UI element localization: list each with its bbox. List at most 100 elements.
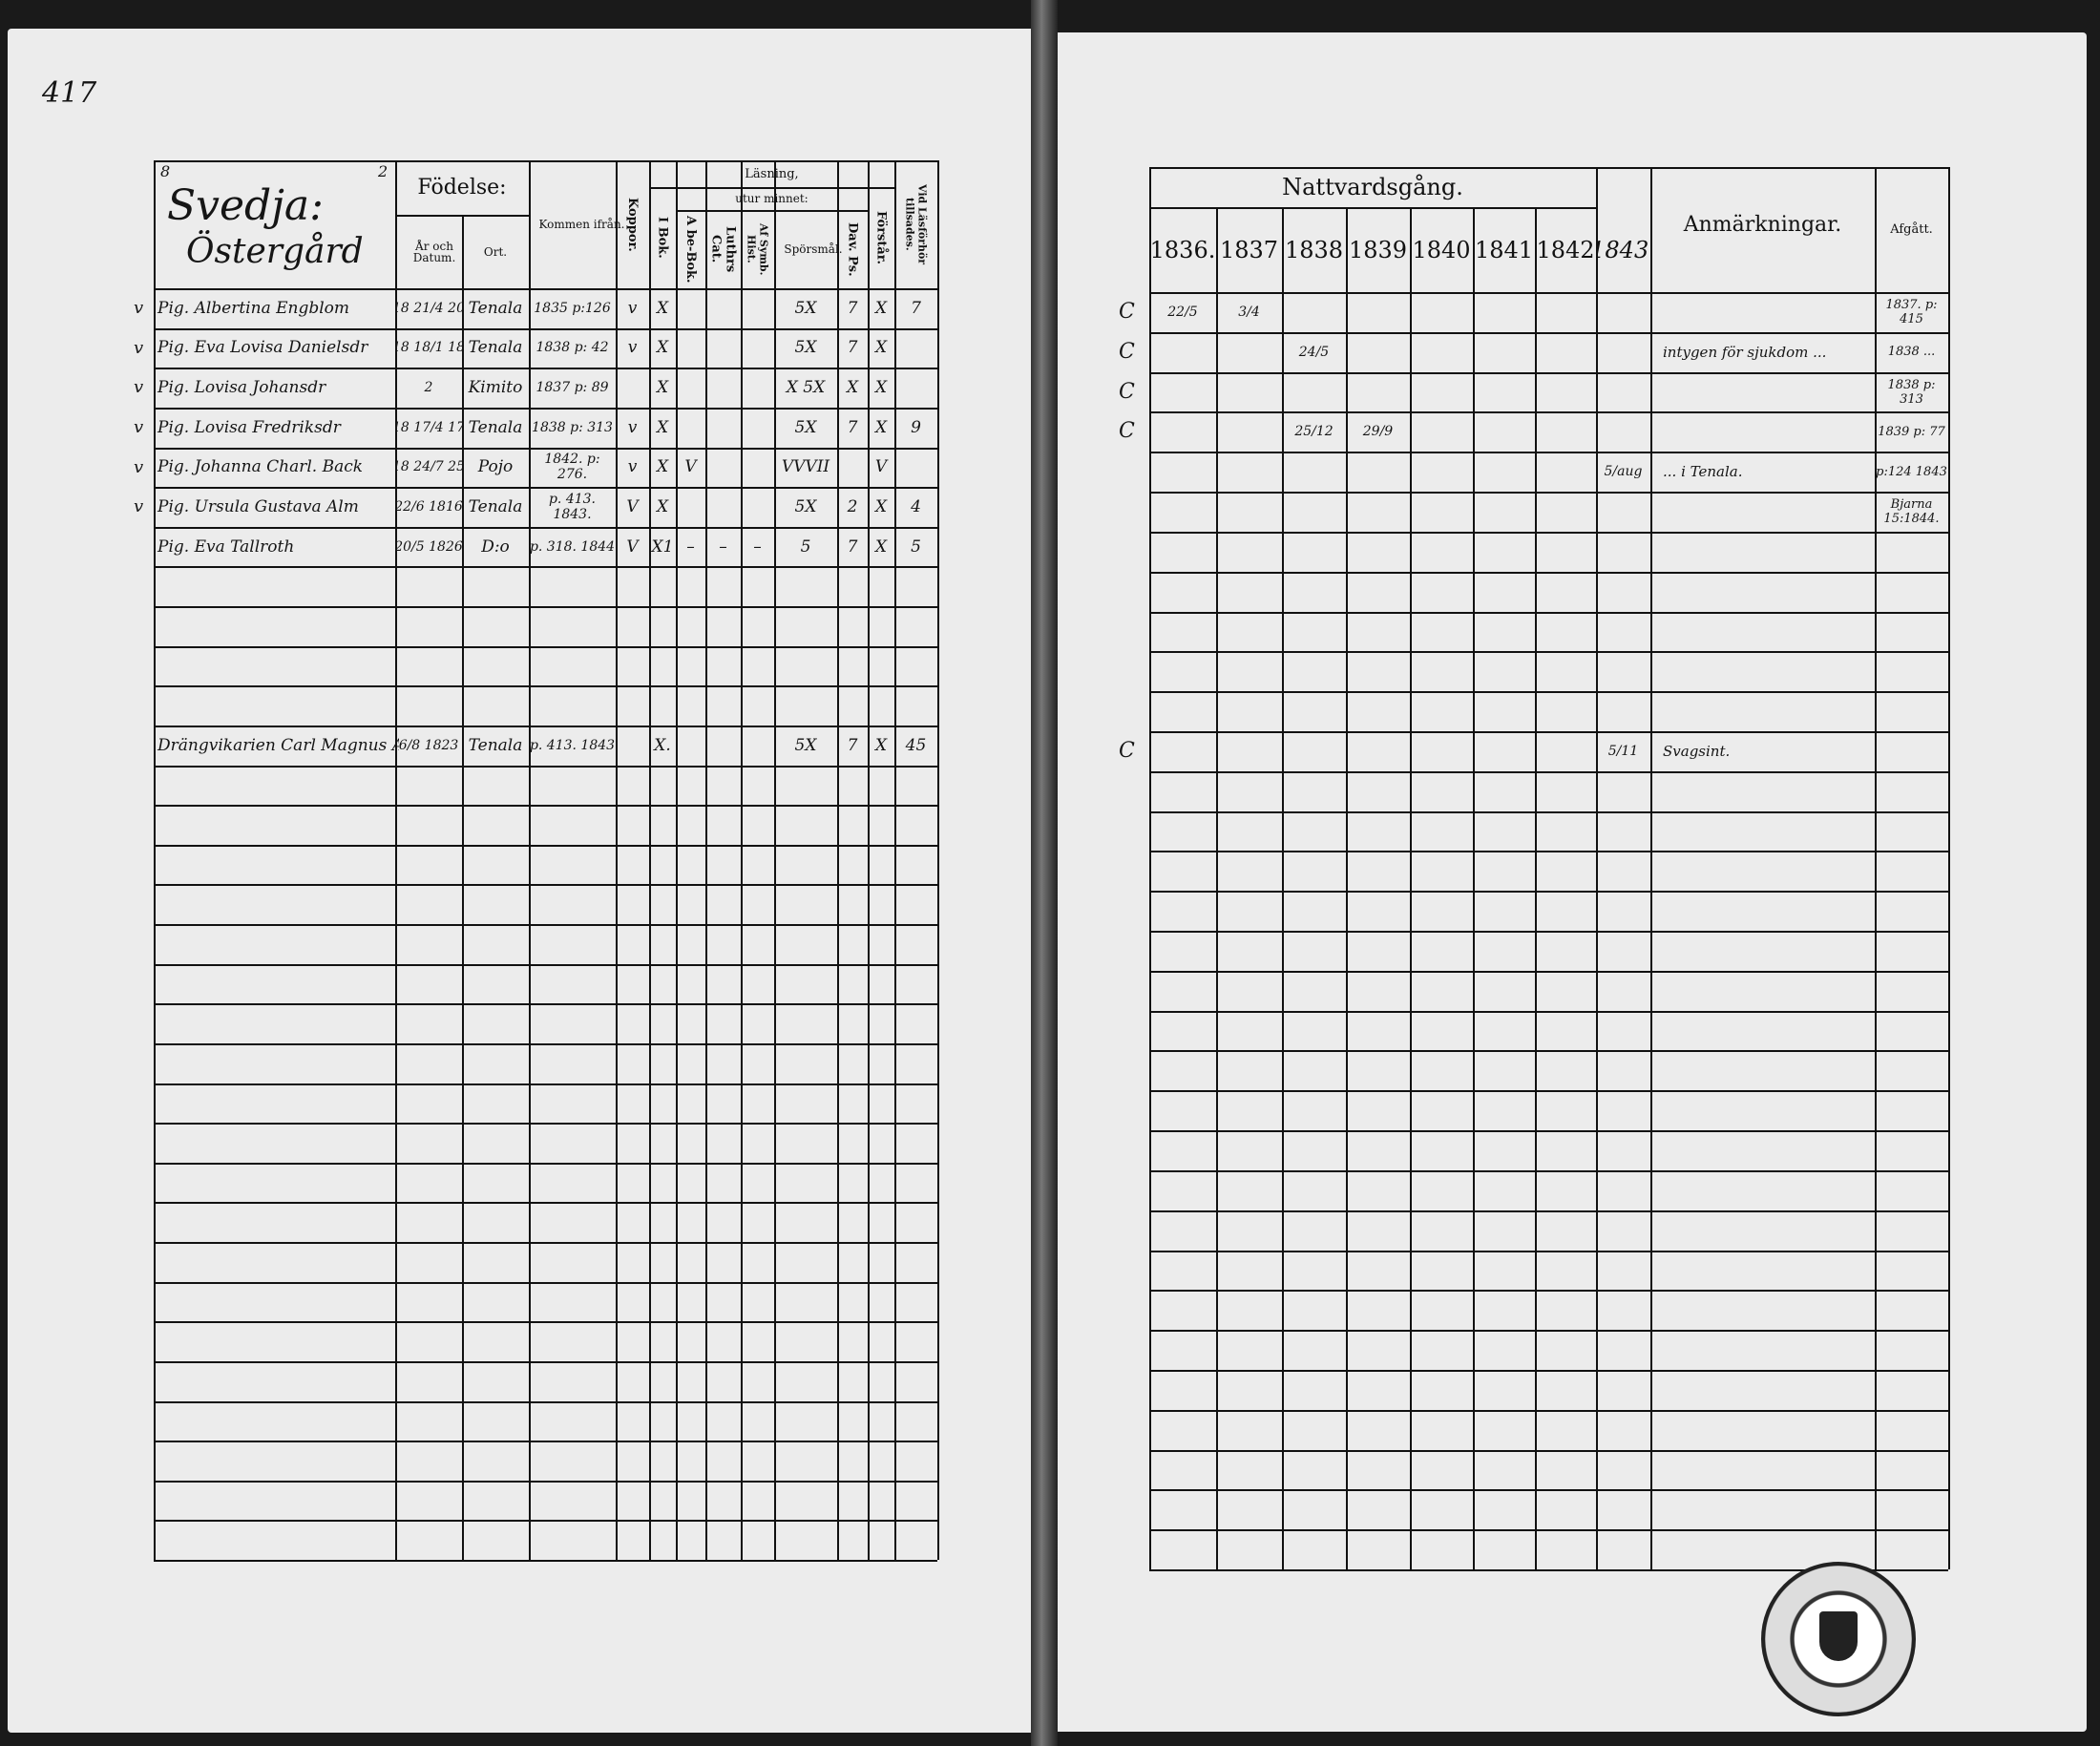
cell-year-2: 25/12: [1294, 424, 1334, 440]
header-i-bok: I Bok.: [655, 217, 670, 259]
row-line: [154, 725, 937, 727]
row-line: [1149, 851, 1948, 853]
cell-ort: Tenala: [468, 496, 523, 516]
cell-kommen: 1837 p: 89: [536, 380, 609, 396]
row-line: [154, 884, 937, 887]
cell-kommen: 1838 p: 42: [536, 340, 609, 356]
row-line: [1149, 1409, 1948, 1412]
cell-anmarkningar: [1596, 372, 1875, 412]
cell-date: 18 21/4 20: [395, 300, 462, 316]
cell-spors: 5X: [794, 496, 817, 516]
cell-year-2: [1282, 452, 1346, 492]
header-af-symb: Af Symb. Hist.: [745, 222, 770, 276]
cell-dav: X: [846, 378, 859, 398]
cell-vid: 9: [911, 417, 921, 437]
cell-year-6: [1535, 731, 1596, 771]
cell-name: Pig. Lovisa Johansdr: [158, 378, 326, 398]
column-line: [1473, 207, 1475, 1569]
header-ort: Ort.: [483, 244, 508, 259]
header-luthers-cat: Luthrs Cat.: [708, 225, 738, 273]
place-title: Svedja:: [167, 181, 324, 230]
cell-year-4: [1410, 492, 1473, 532]
header-fodelse: Födelse:: [417, 176, 507, 200]
row-line: [1149, 492, 1948, 494]
cell-forstar: X: [874, 735, 888, 755]
cell-year-6: [1535, 292, 1596, 332]
archive-seal-stamp: [1761, 1562, 1916, 1716]
cell-year-4: [1410, 292, 1473, 332]
cell-date: 20/5 1826: [395, 538, 462, 555]
header-kommen-ifran: Kommen ifrån.: [538, 218, 625, 231]
cell-year-2: 24/5: [1298, 344, 1330, 360]
header-lasning: Läsning,: [745, 166, 799, 181]
header-forstar: Förstår.: [873, 211, 889, 264]
cell-abc: –: [686, 536, 695, 557]
row-line: [154, 368, 937, 370]
cell-year-1: 3/4: [1238, 304, 1260, 320]
row-line: [154, 844, 937, 847]
column-line: [937, 160, 939, 1560]
cell-forstar: X: [874, 536, 888, 557]
row-line: [154, 685, 937, 688]
row-line: [154, 526, 937, 529]
cell-anmarkningar: [1596, 411, 1875, 452]
cell-kommen: p. 413. 1843: [529, 737, 616, 753]
cell-year-0: [1149, 411, 1216, 452]
cell-year-6: [1535, 372, 1596, 412]
cell-year-0: [1149, 452, 1216, 492]
cell-forstar: X: [874, 378, 888, 398]
book-gutter: [1031, 0, 1058, 1746]
cell-forstar: V: [874, 457, 888, 477]
cell-year-7: 5/aug: [1604, 464, 1643, 480]
cell-abc: [676, 328, 705, 368]
cell-date: 22/6 1816: [395, 498, 462, 515]
row-line: [154, 805, 937, 808]
cell-symb: [741, 408, 774, 448]
cell-date: 2: [424, 380, 433, 396]
cell-forstar: X: [874, 298, 888, 318]
table-top-border: [1149, 167, 1948, 169]
row-line: [1149, 1330, 1948, 1333]
cell-year-1: [1216, 731, 1282, 771]
column-line: [676, 160, 678, 1560]
cell-symb: [741, 726, 774, 766]
row-line: [1149, 1090, 1948, 1093]
left-page: [8, 29, 1031, 1733]
cell-year-3: [1346, 292, 1410, 332]
cell-year-4: [1410, 731, 1473, 771]
row-line: [154, 1042, 937, 1045]
row-line: [1149, 810, 1948, 813]
cell-dav: 7: [847, 417, 858, 437]
cell-year-3: [1346, 332, 1410, 372]
cell-year-4: [1410, 411, 1473, 452]
cell-year-1: [1216, 452, 1282, 492]
cell-abc: [676, 288, 705, 328]
cell-i-bok: X: [656, 378, 669, 398]
cell-kommen: p. 318. 1844: [529, 538, 616, 555]
cell-afgatt: 1838 ...: [1887, 345, 1936, 360]
row-line: [154, 1400, 937, 1403]
cell-vid: 45: [905, 735, 927, 755]
cell-year-6: [1535, 332, 1596, 372]
cell-forstar: X: [874, 496, 888, 516]
header-year-4: 1840: [1412, 236, 1471, 263]
row-line: [1149, 1290, 1948, 1293]
cell-year-3: [1346, 731, 1410, 771]
cell-i-bok: X: [656, 338, 669, 358]
row-line: [154, 1242, 937, 1244]
cell-year-5: [1473, 731, 1535, 771]
cell-koppor: [616, 368, 649, 408]
cell-koppor: V: [626, 496, 639, 516]
cell-year-6: [1535, 411, 1596, 452]
header-afgatt: Afgått.: [1890, 222, 1933, 237]
cell-abc: [676, 368, 705, 408]
cell-vid: 7: [911, 298, 921, 318]
cell-year-5: [1473, 292, 1535, 332]
cell-i-bok: X: [656, 457, 669, 477]
cell-vid: [894, 328, 937, 368]
row-line: [1149, 1010, 1948, 1013]
header-year-5: 1841: [1474, 236, 1534, 263]
cell-kommen: p. 413. 1843.: [548, 491, 597, 522]
cell-name: Pig. Eva Tallroth: [158, 536, 295, 557]
cell-luth: [705, 487, 741, 527]
